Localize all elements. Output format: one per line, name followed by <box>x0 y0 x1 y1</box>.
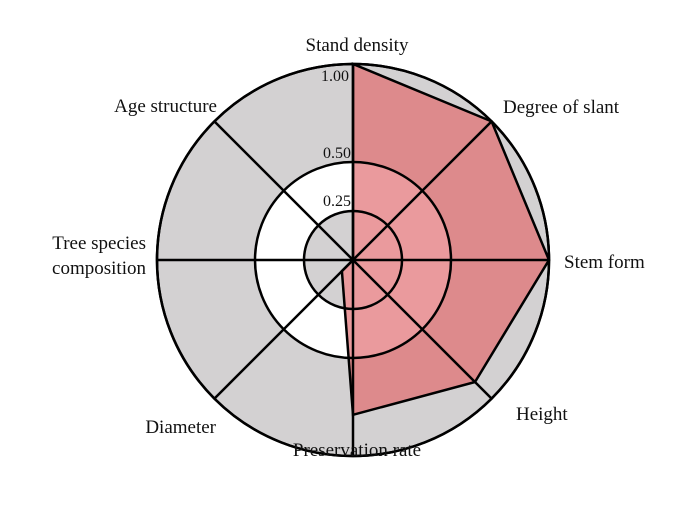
axis-label-tree-species-composition-line2: composition <box>52 258 146 279</box>
tick-label-1.00: 1.00 <box>321 68 349 85</box>
tick-label-0.50: 0.50 <box>323 145 351 162</box>
data-polygon-outline <box>340 62 551 417</box>
axis-label-diameter: Diameter <box>145 417 216 438</box>
axis-label-stand-density: Stand density <box>306 35 409 56</box>
data-polygon-inner-highlight <box>341 162 451 358</box>
axis-label-preservation-rate: Preservation rate <box>293 440 421 461</box>
axis-label-degree-of-slant: Degree of slant <box>503 97 620 118</box>
axis-label-tree-species-composition-line1: Tree species <box>52 233 146 254</box>
axis-label-height: Height <box>516 404 568 425</box>
tick-label-0.25: 0.25 <box>323 193 351 210</box>
ring-1.00 <box>155 62 551 458</box>
axis-label-stem-form: Stem form <box>564 252 645 273</box>
axis-label-age-structure: Age structure <box>114 96 217 117</box>
